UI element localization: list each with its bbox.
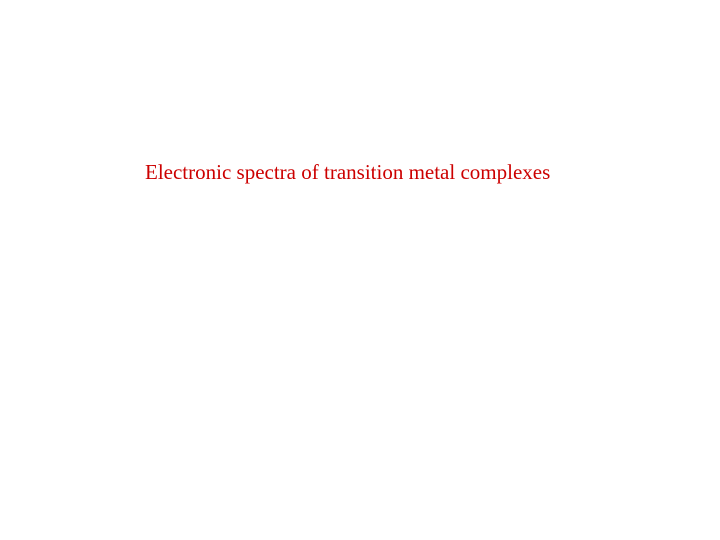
slide-container: Electronic spectra of transition metal c… (0, 0, 720, 540)
slide-title: Electronic spectra of transition metal c… (145, 160, 550, 185)
